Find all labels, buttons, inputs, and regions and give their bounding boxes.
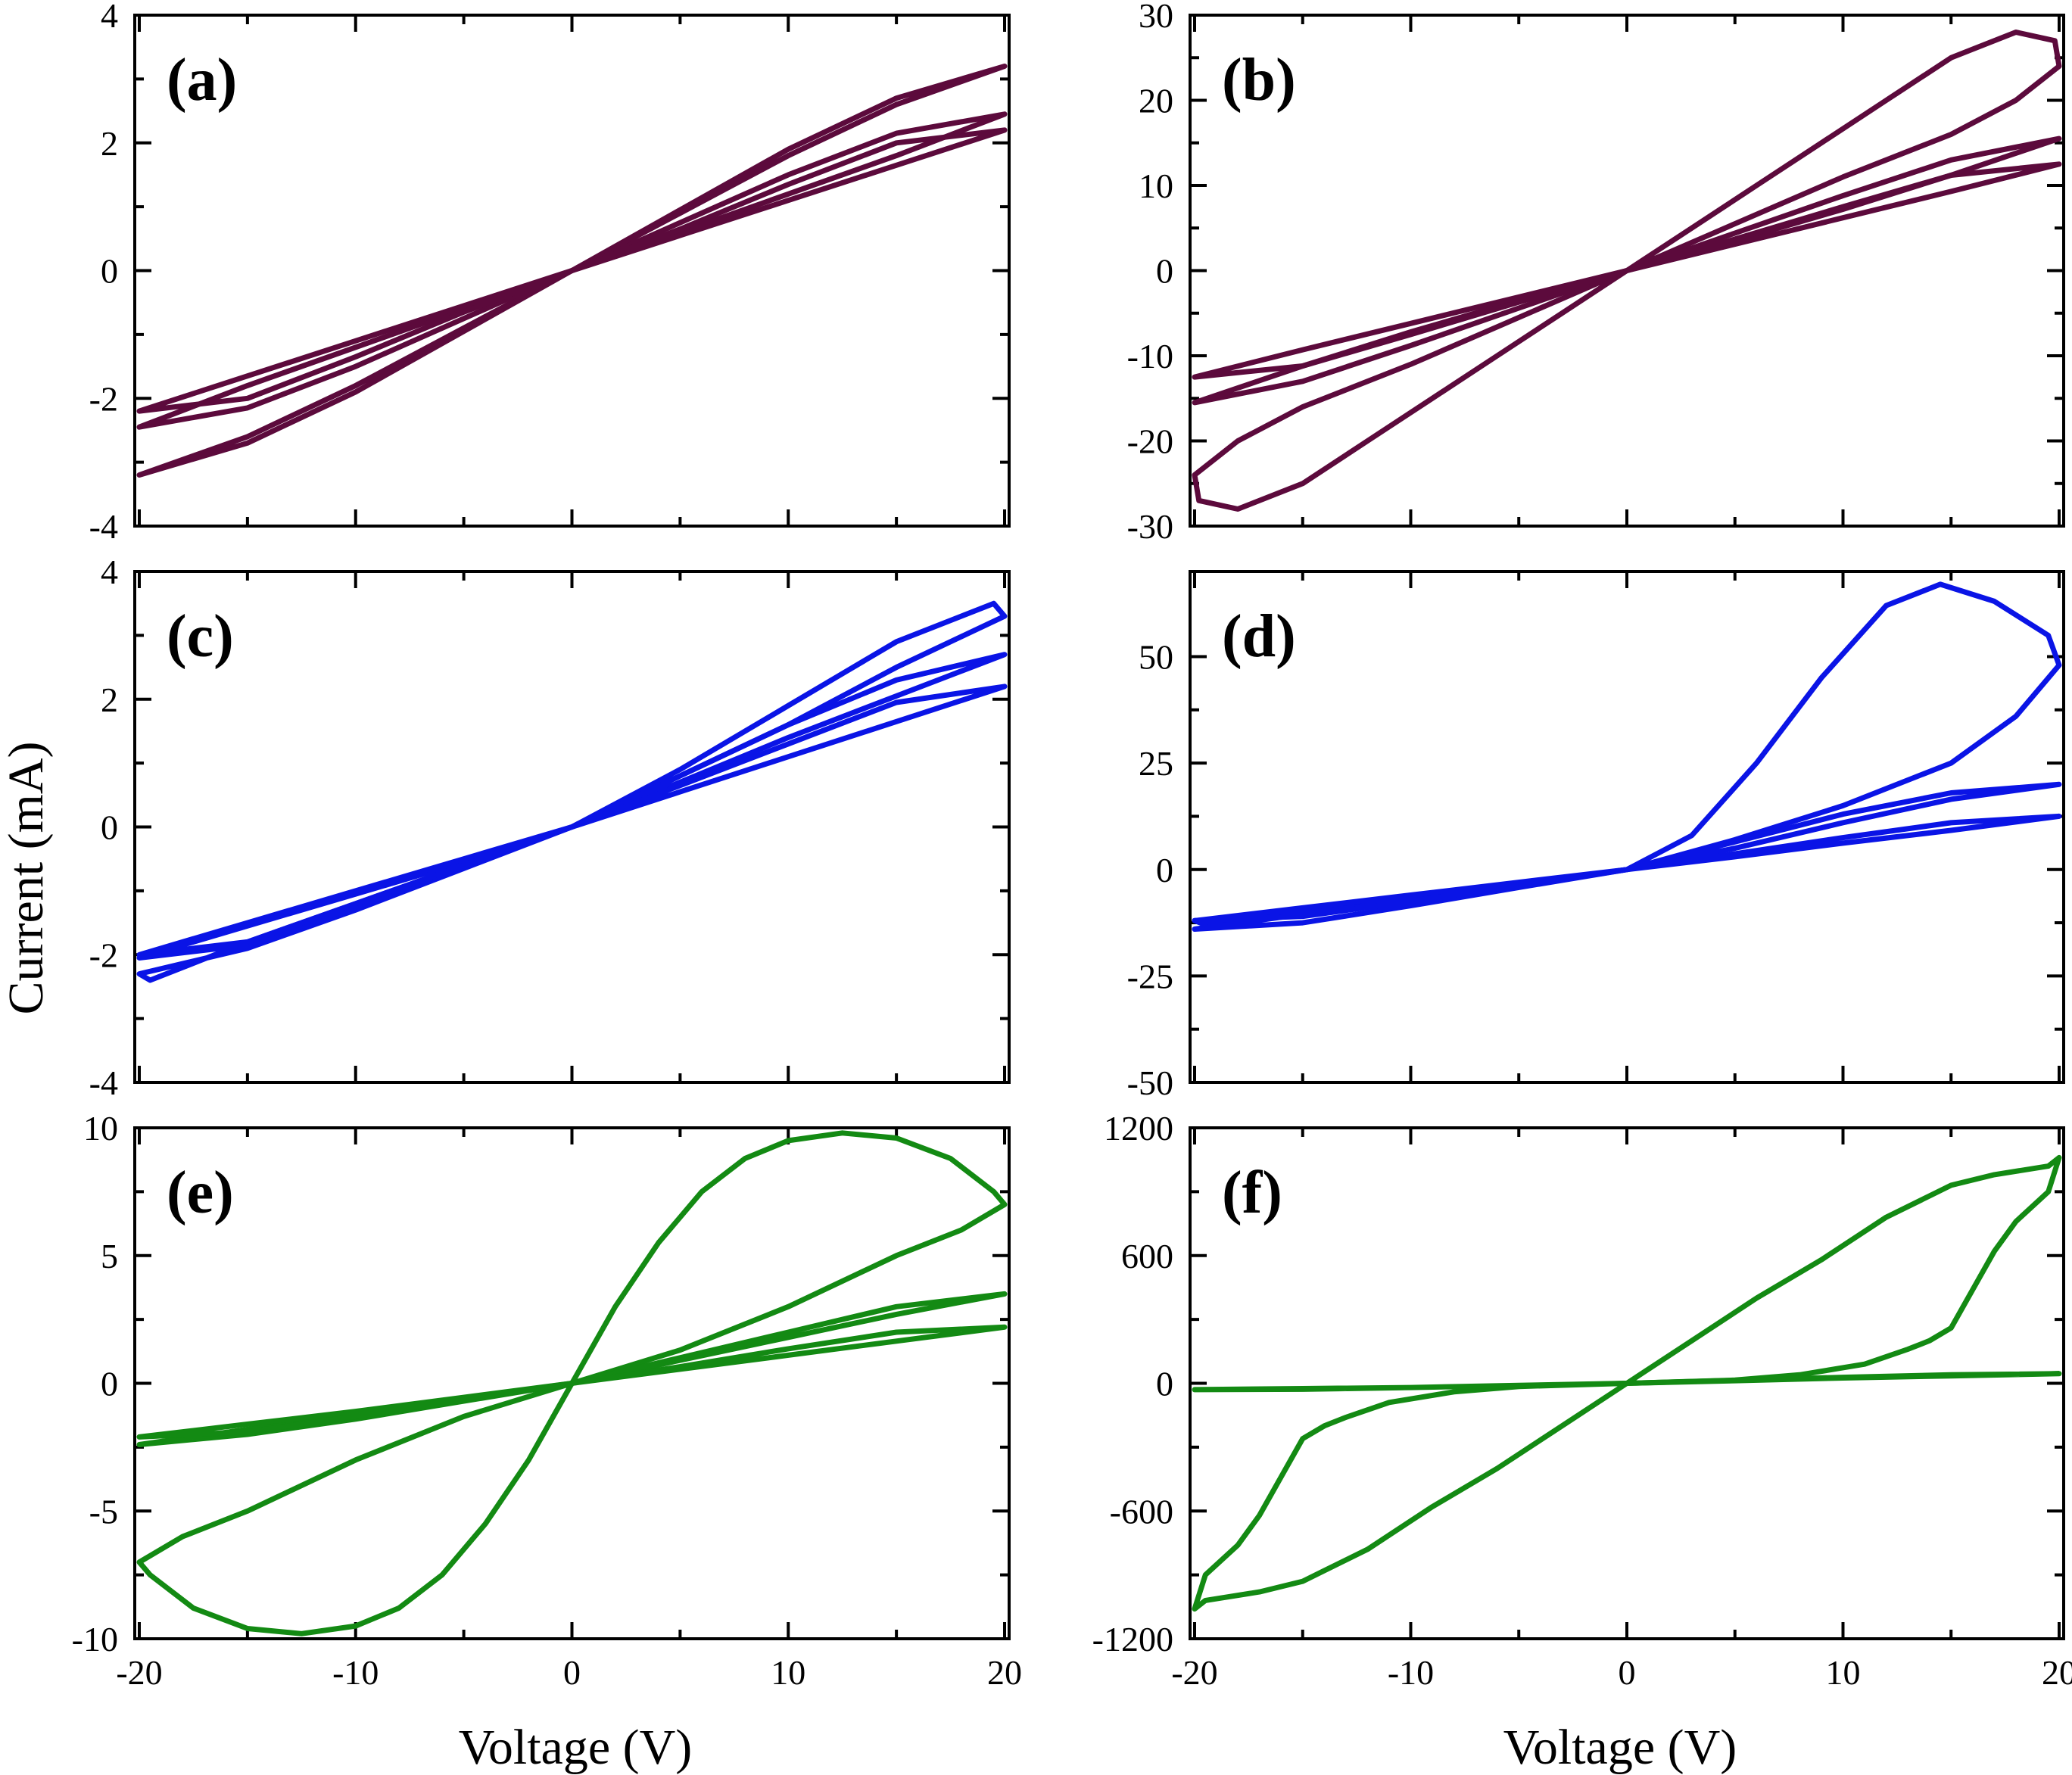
- y-tick-label: 0: [101, 1365, 118, 1403]
- y-tick-label: 1200: [1104, 1109, 1173, 1148]
- panel-label: (c): [167, 603, 234, 670]
- series-1-line: [1192, 581, 2062, 928]
- x-axis-title-left: Voltage (V): [459, 1720, 693, 1775]
- y-tick-label: 0: [101, 252, 118, 291]
- y-tick-label: 10: [83, 1109, 118, 1148]
- x-tick-label: 0: [563, 1653, 581, 1692]
- y-tick-label: -20: [1127, 422, 1173, 461]
- y-tick-label: -30: [1127, 507, 1173, 546]
- y-tick-label: 50: [1139, 638, 1173, 677]
- panel-label: (f): [1222, 1160, 1282, 1226]
- y-tick-label: 2: [101, 124, 118, 163]
- panel-f: -1200 -600 0 600 1200 -20 -10 0 10 20 (f): [1092, 1109, 2072, 1692]
- y-tick-label: 30: [1139, 0, 1173, 35]
- x-tick-label: 0: [1619, 1653, 1636, 1692]
- y-tick-label: -5: [89, 1492, 118, 1531]
- panels: -4-2024(a)-30-20-100102030(b)-4-2024(c)-…: [72, 0, 2072, 1692]
- y-tick-label: -2: [89, 936, 118, 974]
- series-2-line: [136, 652, 1008, 961]
- y-tick-label: 25: [1139, 744, 1173, 783]
- x-tick-label: 20: [2042, 1653, 2072, 1692]
- y-tick-label: -50: [1127, 1063, 1173, 1102]
- panel-c: -4 -2 0 2 4 (c): [89, 553, 1011, 1102]
- series-3-line: [136, 684, 1008, 958]
- series-3-line: [136, 127, 1008, 414]
- y-tick-label: -600: [1110, 1492, 1173, 1531]
- panel-label: (a): [167, 47, 237, 114]
- series-2-line: [1192, 1371, 2062, 1393]
- panel-label: (b): [1222, 47, 1296, 114]
- x-tick-label: -20: [1171, 1653, 1217, 1692]
- y-tick-label: 20: [1139, 82, 1173, 120]
- x-tick-label: -10: [1388, 1653, 1434, 1692]
- y-tick-label: 0: [101, 808, 118, 847]
- x-tick-label: -20: [116, 1653, 162, 1692]
- panel-b: -30 -20 -10 0 10 20 30 (b): [1127, 0, 2065, 546]
- x-tick-label: 10: [1826, 1653, 1861, 1692]
- y-tick-label: 0: [1156, 1365, 1173, 1403]
- y-axis-title: Current (mA): [0, 741, 54, 1014]
- y-tick-label: 0: [1156, 851, 1173, 889]
- y-tick-label: -2: [89, 379, 118, 418]
- y-tick-label: -10: [72, 1620, 118, 1658]
- series-3-line: [1192, 813, 2062, 923]
- panel-d: -50 -25 0 25 50 (d): [1127, 570, 2065, 1102]
- x-axis-title-right: Voltage (V): [1503, 1720, 1737, 1775]
- y-tick-label: 0: [1156, 252, 1173, 291]
- x-tick-label: -10: [332, 1653, 379, 1692]
- y-tick-label: -10: [1127, 337, 1173, 375]
- series-1-line: [136, 600, 1008, 983]
- y-tick-label: 4: [101, 553, 118, 591]
- series-3-line: [136, 1324, 1008, 1440]
- y-tick-label: -25: [1127, 957, 1173, 995]
- y-tick-label: 5: [101, 1237, 118, 1275]
- y-tick-label: 4: [101, 0, 118, 35]
- y-tick-label: 600: [1121, 1237, 1173, 1275]
- panel-label: (d): [1222, 603, 1296, 670]
- x-tick-label: 20: [987, 1653, 1022, 1692]
- y-tick-label: -4: [89, 1063, 118, 1102]
- x-tick-label: 10: [771, 1653, 805, 1692]
- panel-a: -4 -2 0 2 4 (a): [89, 0, 1011, 546]
- y-tick-label: -4: [89, 507, 118, 546]
- series-3-line: [1192, 161, 2062, 380]
- y-tick-label: 2: [101, 680, 118, 719]
- y-tick-label: -1200: [1092, 1620, 1173, 1658]
- y-tick-label: 10: [1139, 167, 1173, 205]
- panel-label: (e): [167, 1160, 234, 1226]
